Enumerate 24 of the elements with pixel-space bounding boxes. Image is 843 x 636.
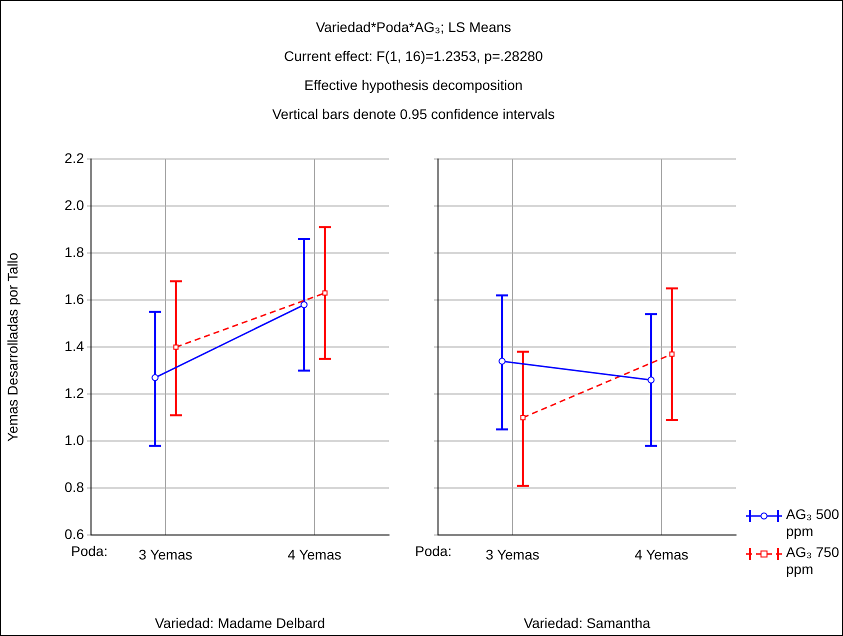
x-axis-title: Poda: (71, 543, 108, 559)
y-tick-label: 0.8 (64, 479, 84, 496)
x-tick-label: 3 Yemas (138, 546, 192, 562)
chart-subtitle: Current effect: F(1, 16)=1.2353, p=.28280 (283, 47, 544, 66)
y-tick-label: 1.2 (64, 384, 84, 401)
legend-label: AG₃ 500 ppm (786, 506, 840, 540)
y-axis-title: Yemas Desarrolladas por Tallo (4, 252, 20, 442)
y-tick-label: 1.0 (64, 432, 84, 448)
y-tick-label: 1.6 (64, 290, 84, 307)
y-tick-label: 1.4 (64, 338, 84, 354)
text: Variedad: Samantha (522, 615, 652, 631)
chart-title: Variedad*Poda*AG₃; LS Means (314, 18, 512, 37)
y-tick-label: 2.0 (64, 196, 84, 213)
legend-label: AG₃ 750 ppm (786, 544, 840, 578)
x-axis-title: Poda: (415, 543, 452, 559)
x-tick-label: 4 Yemas (288, 546, 342, 562)
text: Effective hypothesis decomposition (303, 76, 524, 95)
x-tick-label: 3 Yemas (486, 546, 540, 562)
y-tick-label: 0.6 (64, 526, 84, 542)
y-tick-label: 2.2 (64, 150, 84, 166)
x-tick-label: 4 Yemas (634, 546, 688, 562)
text: Vertical bars denote 0.95 confidence intervals (271, 105, 556, 124)
text: Variedad: Madame Delbard (154, 615, 326, 631)
y-tick-label: 1.8 (64, 244, 84, 260)
